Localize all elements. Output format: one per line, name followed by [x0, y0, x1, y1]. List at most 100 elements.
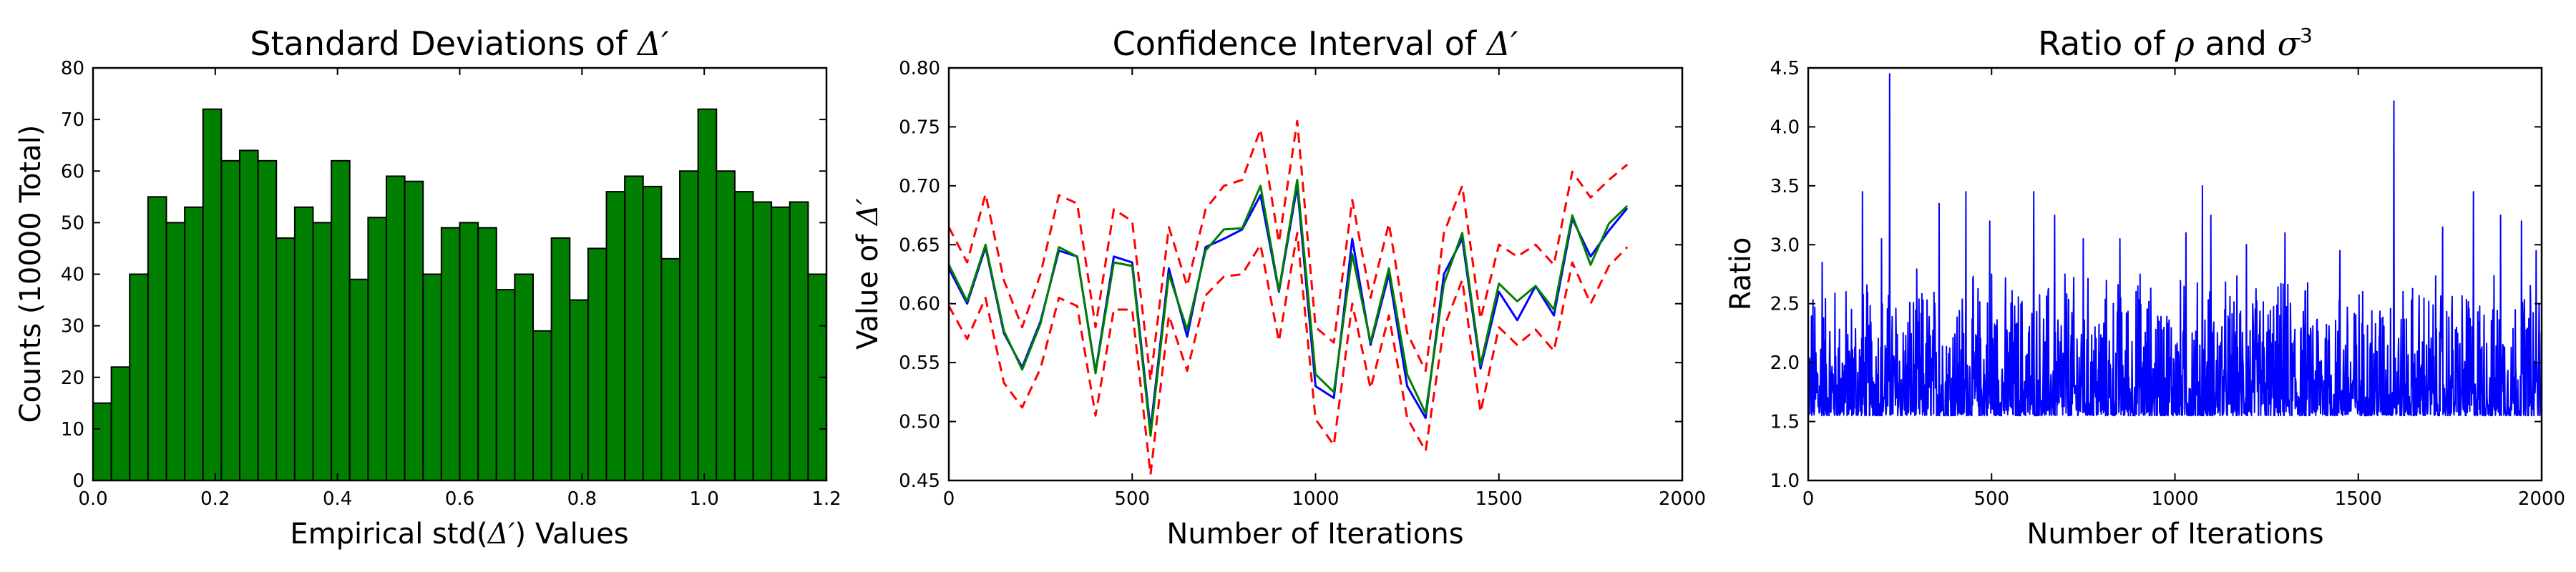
ratio-panel: Ratio of ρ and σ3 0 500 1000 1500 2000 1.0 1.5…: [1724, 24, 2565, 551]
estimate-line-green: [947, 179, 1629, 437]
histogram-bar: [624, 175, 644, 481]
histogram-title: Standard Deviations of Δ′: [250, 24, 669, 63]
confidence-ticks: 0 500 1000 1500 2000 0.45 0.50 0.55 0.60 0.65 0.70…: [899, 58, 1706, 510]
confidence-bound-line: [947, 119, 1629, 382]
histogram-bar: [129, 273, 149, 481]
y-tick-label: 20: [61, 368, 84, 389]
y-tick-label: 30: [61, 316, 84, 337]
histogram-bar: [331, 159, 351, 481]
x-tick-label: 1000: [2151, 488, 2198, 510]
ratio-series-line: [1807, 73, 2542, 417]
x-tick-label: 0.6: [445, 488, 474, 510]
ratio-xlabel: Number of Iterations: [2026, 518, 2323, 551]
histogram-bar: [239, 149, 259, 481]
y-tick-label: 0.75: [899, 117, 940, 138]
y-tick-label: 3.5: [1770, 176, 1800, 197]
x-tick-label: 2000: [1659, 488, 1706, 510]
y-tick-label: 60: [61, 161, 84, 182]
histogram-bar: [789, 201, 809, 481]
histogram-bar: [293, 206, 314, 481]
histogram-bar: [771, 206, 791, 481]
y-tick-label: 40: [61, 265, 84, 286]
y-tick-label: 2.5: [1770, 294, 1800, 315]
y-tick-label: 50: [61, 212, 84, 234]
histogram-bars: [92, 108, 827, 482]
ratio-title: Ratio of ρ and σ3: [2038, 24, 2313, 63]
histogram-bar: [569, 299, 589, 481]
histogram-bar: [733, 191, 754, 481]
histogram-bar: [165, 222, 186, 481]
histogram-bar: [532, 330, 552, 481]
x-tick-label: 1.0: [689, 488, 718, 510]
x-tick-label: 500: [1114, 488, 1150, 510]
x-tick-label: 0.0: [78, 488, 107, 510]
y-tick-label: 0.55: [899, 352, 940, 374]
y-tick-label: 0: [72, 470, 84, 492]
y-tick-label: 0.80: [899, 58, 940, 79]
histogram-panel: Standard Deviations of Δ′ 0.0 0.2 0.4 0.6 0.…: [14, 24, 841, 551]
histogram-bar: [459, 222, 479, 481]
histogram-bar: [422, 273, 442, 481]
confidence-xlabel: Number of Iterations: [1166, 518, 1463, 551]
histogram-bar: [348, 278, 369, 481]
x-tick-label: 2000: [2518, 488, 2565, 510]
y-tick-label: 1.5: [1770, 412, 1800, 433]
estimate-line-blue: [947, 184, 1629, 431]
histogram-bar: [550, 237, 571, 481]
x-tick-label: 500: [1974, 488, 2009, 510]
y-tick-label: 0.50: [899, 412, 940, 433]
confidence-panel: Confidence Interval of Δ′ 0 500 1000 1500 20…: [852, 24, 1706, 551]
x-tick-label: 1500: [2335, 488, 2382, 510]
histogram-bar: [386, 175, 406, 481]
x-tick-label: 0.2: [200, 488, 230, 510]
histogram-ticks: 0.0 0.2 0.4 0.6 0.8 1.0 1.2 0 10 20 30 40 50 60 70 80: [61, 58, 841, 510]
histogram-bar: [697, 108, 718, 481]
histogram-bar: [257, 159, 278, 481]
histogram-bar: [642, 185, 663, 481]
confidence-title: Confidence Interval of Δ′: [1113, 24, 1518, 63]
y-tick-label: 0.70: [899, 176, 940, 197]
x-tick-label: 0.8: [567, 488, 597, 510]
confidence-series: [947, 119, 1629, 476]
histogram-bar: [477, 227, 497, 481]
y-tick-label: 70: [61, 109, 84, 131]
y-tick-label: 0.65: [899, 235, 940, 256]
x-tick-label: 0: [943, 488, 955, 510]
y-tick-label: 10: [61, 419, 84, 440]
histogram-bar: [660, 257, 680, 481]
x-tick-label: 1500: [1475, 488, 1523, 510]
confidence-ylabel: Value of Δ′: [852, 198, 884, 350]
histogram-bar: [752, 201, 773, 481]
ratio-ticks: 0 500 1000 1500 2000 1.0 1.5 2.0 2.5 3.0 3.5 4.0 4.5: [1770, 58, 2565, 510]
histogram-bar: [92, 402, 112, 481]
histogram-bar: [202, 108, 223, 481]
y-tick-label: 0.60: [899, 294, 940, 315]
histogram-xlabel: Empirical std(Δ′) Values: [290, 518, 628, 551]
y-tick-label: 3.0: [1770, 235, 1800, 256]
y-tick-label: 4.0: [1770, 117, 1800, 138]
histogram-bar: [605, 191, 626, 481]
confidence-bound-line: [947, 232, 1629, 476]
histogram-bar: [404, 180, 424, 482]
histogram-bar: [147, 196, 167, 481]
histogram-bar: [495, 289, 516, 481]
x-tick-label: 1000: [1292, 488, 1339, 510]
histogram-bar: [275, 237, 296, 481]
y-tick-label: 4.5: [1770, 58, 1800, 79]
histogram-bar: [312, 222, 333, 481]
ratio-ylabel: Ratio: [1724, 237, 1757, 311]
histogram-bar: [679, 170, 699, 481]
histogram-bar: [716, 170, 736, 481]
ratio-series: [1807, 73, 2542, 417]
histogram-bar: [110, 366, 131, 482]
ratio-plot-frame: [1807, 66, 2543, 482]
confidence-plot-frame: [947, 66, 1684, 482]
histogram-bar: [587, 247, 608, 481]
x-tick-label: 0.4: [323, 488, 352, 510]
histogram-bar: [440, 227, 461, 481]
x-tick-label: 1.2: [811, 488, 841, 510]
y-tick-label: 0.45: [899, 470, 940, 492]
histogram-bar: [220, 159, 240, 481]
y-tick-label: 1.0: [1770, 470, 1800, 492]
